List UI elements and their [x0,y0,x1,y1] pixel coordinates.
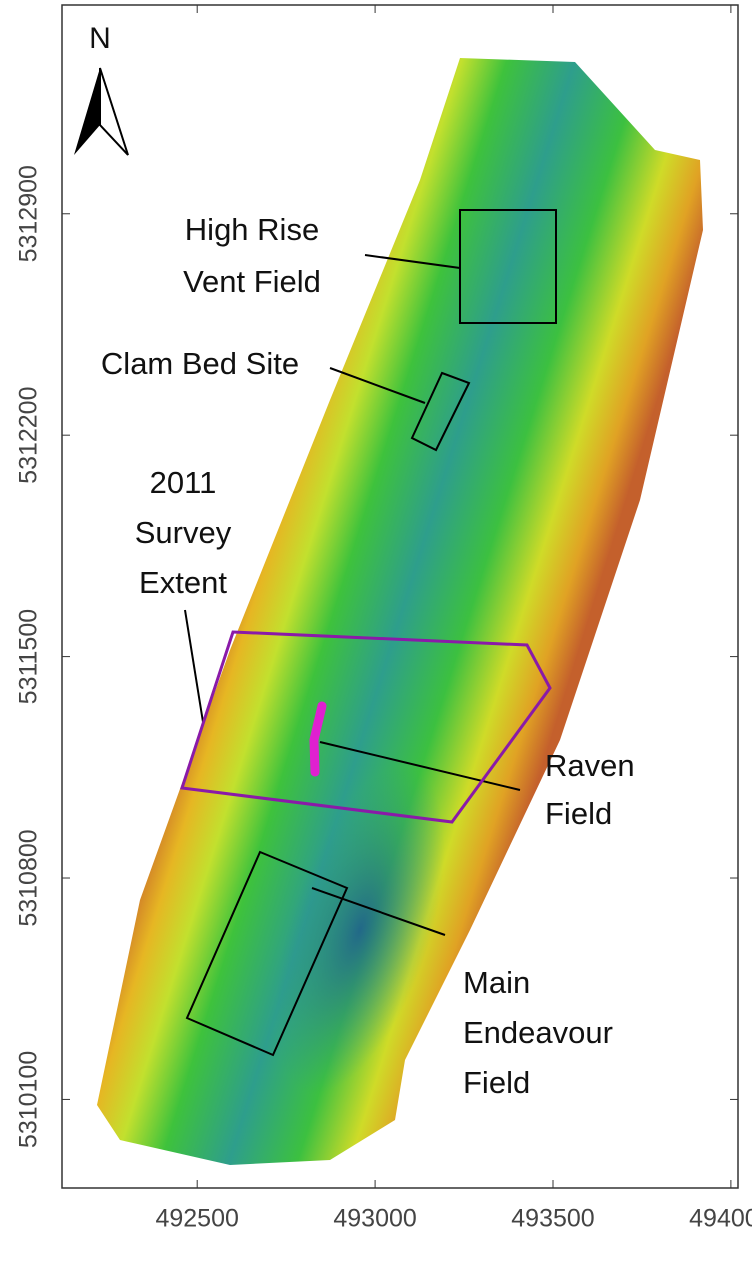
feature-label: Main [463,965,530,1000]
y-tick-label: 5311500 [15,609,43,704]
feature-label: Extent [139,565,227,600]
feature-label: Vent Field [183,264,321,299]
x-tick-label: 492500 [155,1205,238,1233]
y-tick-label: 5312200 [15,387,43,484]
y-tick-label: 5310800 [15,829,43,926]
feature-label: Clam Bed Site [101,346,299,381]
page: {"map": { "north_label": "N", "xlim": [4… [0,0,752,1268]
north-label: N [89,22,111,55]
feature-label: High Rise [185,212,319,247]
feature-label: Field [545,796,612,831]
feature-label: Survey [135,515,232,550]
x-tick-label: 494000 [689,1205,752,1233]
feature-label: Endeavour [463,1015,613,1050]
x-tick-label: 493500 [511,1205,594,1233]
x-tick-label: 493000 [333,1205,416,1233]
map: N 492500 493000 493500 494000 5312900 5312200… [0,0,752,1268]
feature-label: Raven [545,748,635,783]
y-tick-label: 5312900 [15,165,43,262]
feature-label: Field [463,1065,530,1100]
y-tick-label: 5310100 [15,1051,43,1148]
feature-label: 2011 [150,465,217,500]
